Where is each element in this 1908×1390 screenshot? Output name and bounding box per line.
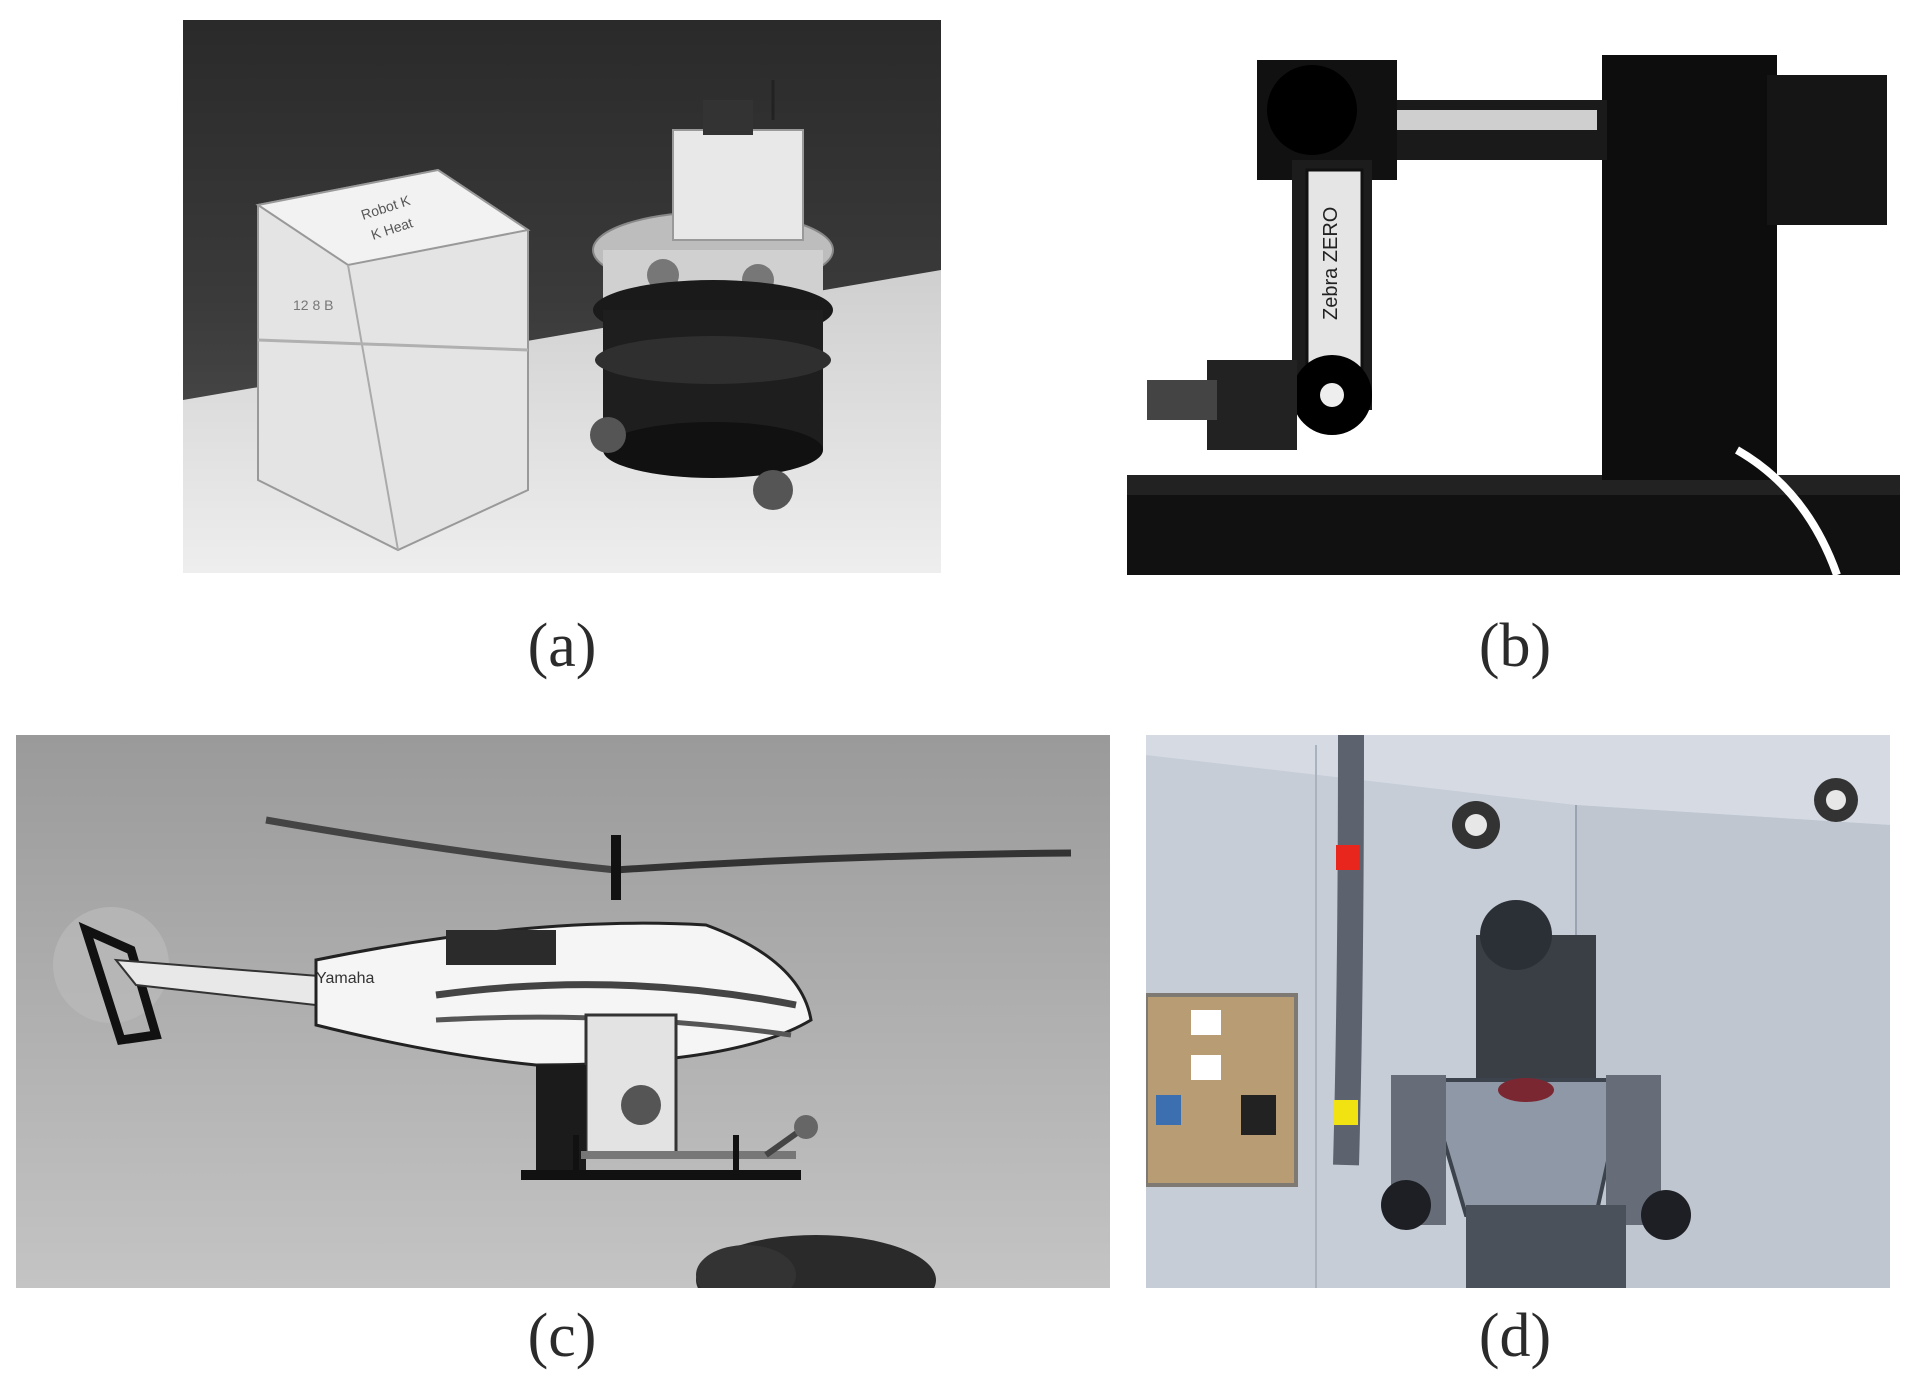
photo-helicopter: Yamaha: [16, 735, 1110, 1288]
caption-c: (c): [527, 1302, 597, 1370]
arm-label: Zebra ZERO: [1320, 207, 1342, 320]
photo-humanoid-robot: [1146, 735, 1890, 1288]
helicopter-label: Yamaha: [316, 970, 375, 987]
photo-mobile-robot: Robot K K Heat 12 8 B: [183, 20, 941, 573]
caption-a: (a): [527, 612, 597, 680]
caption-d: (d): [1478, 1302, 1552, 1370]
photo-robot-arm: Zebra ZERO: [1127, 20, 1900, 575]
box-label-line3: 12 8 B: [293, 297, 333, 313]
caption-b: (b): [1478, 612, 1552, 680]
